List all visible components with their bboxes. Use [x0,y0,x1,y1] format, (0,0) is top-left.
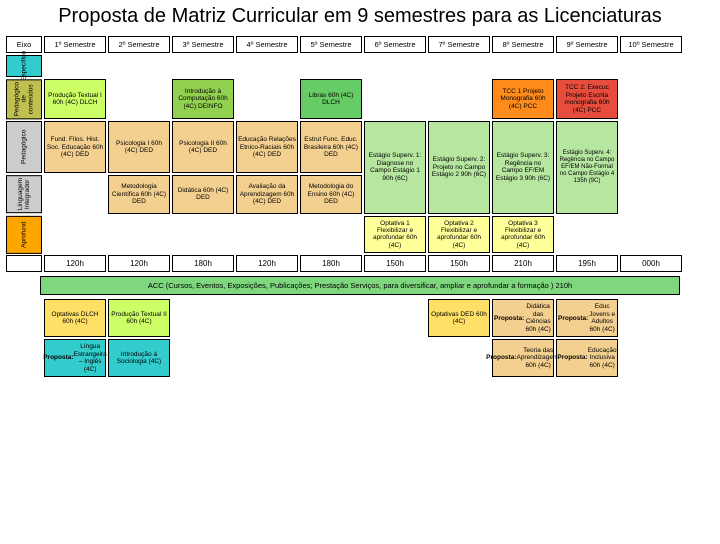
cell-r2s5: Libras 60h (4C) DLCH [300,79,362,119]
b1s7: Optativas DED 60h (4C) [428,299,490,337]
cell-r2s1: Produção Textual I 60h (4C) DLCH [44,79,106,119]
b2s1: Proposta:Língua Estrangeira – Inglês (4C… [44,339,106,377]
cell-r2s8: TCC 1 Projeto Monografia 60h (4C) PCC [492,79,554,119]
hdr-s2: 2º Semestre [108,36,170,53]
foot-6: 150h [364,255,426,272]
b2s1-text: Língua Estrangeira – Inglês (4C) [74,343,107,373]
b1s8-text: Didática das Ciências 60h (4C) [524,303,552,333]
b2s9: Proposta:Educação Inclusiva 60h (4C) [556,339,618,377]
hdr-s9: 9º Semestre [556,36,618,53]
row-especifico: Específico [6,55,42,77]
cell-r4s3: Didática 60h (4C) DED [172,175,234,213]
cell-r3s7: Estágio Superv. 2: Projeto no Campo Está… [428,121,490,213]
b2s1-label: Proposta: [43,354,73,361]
b2s8-text: Teoria das Aprendizagens 60h (4C) [516,347,559,369]
page-title: Proposta de Matriz Curricular em 9 semes… [0,4,720,28]
cell-r4s5: Metodologia do Ensino 60h (4C) DED [300,175,362,213]
row-aprofund: Aprofund [6,216,42,254]
b2s8-label: Proposta: [486,354,516,361]
hdr-s4: 4º Semestre [236,36,298,53]
cell-r3s9: Estágio Superv. 4: Regência no Campo EF/… [556,121,618,213]
b1s2: Produção Textual II 60h (4C) [108,299,170,337]
foot-8: 210h [492,255,554,272]
cell-r4s2: Metodologia Científica 60h (4C) DED [108,175,170,213]
hdr-s7: 7º Semestre [428,36,490,53]
hdr-s6: 6º Semestre [364,36,426,53]
foot-1: 120h [44,255,106,272]
cell-r4s4: Avaliação da Aprendizagem 60h (4C) DED [236,175,298,213]
foot-3: 180h [172,255,234,272]
b1s9-text: Educ Jovens e Adultos 60h (4C) [588,303,616,333]
hdr-s10: 10º Semestre [620,36,682,53]
b1s9-label: Proposta: [558,315,588,322]
b1s8: Proposta:Didática das Ciências 60h (4C) [492,299,554,337]
curriculum-grid: Eixo 1º Semestre 2º Semestre 3º Semestre… [0,36,720,272]
foot-0 [6,255,42,272]
hdr-s3: 3º Semestre [172,36,234,53]
foot-5: 180h [300,255,362,272]
cell-r5s6: Optativa 1 Flexibilizar e aprofundar 60h… [364,216,426,254]
foot-10: 000h [620,255,682,272]
foot-7: 150h [428,255,490,272]
cell-r5s8: Optativa 3 Flexibilizar e aprofundar 60h… [492,216,554,254]
foot-2: 120h [108,255,170,272]
b1s8-label: Proposta: [494,315,524,322]
cell-r3s3: Psicologia II 60h (4C) DED [172,121,234,173]
cell-r5s7: Optativa 2 Flexibilizar e aprofundar 60h… [428,216,490,254]
b2s2: Introdução à Sociologia (4C) [108,339,170,377]
foot-9: 195h [556,255,618,272]
row-pedagogico: Pedagógico [6,121,42,173]
b2s9-text: Educação Inclusiva 60h (4C) [588,347,617,369]
hdr-s1: 1º Semestre [44,36,106,53]
cell-r3s8: Estágio Superv. 3: Regência no Campo EF/… [492,121,554,213]
cell-r3s1: Fund. Filos. Hist. Soc. Educação 60h (4C… [44,121,106,173]
hdr-s8: 8º Semestre [492,36,554,53]
b1s9: Proposta:Educ Jovens e Adultos 60h (4C) [556,299,618,337]
b2s8: Proposta:Teoria das Aprendizagens 60h (4… [492,339,554,377]
b2s9-label: Proposta: [557,354,587,361]
cell-r2s9: TCC 2: Execuc Projeto Escrita monografia… [556,79,618,119]
bottom-grid: Optativas DLCH 60h (4C) Produção Textual… [0,299,720,377]
foot-4: 120h [236,255,298,272]
cell-r3s2: Psicologia I 60h (4C) DED [108,121,170,173]
cell-r3s6: Estágio Superv. 1: Diagnose no Campo Est… [364,121,426,213]
acc-bar: ACC (Cursos, Eventos, Exposições, Public… [40,276,680,295]
cell-r3s5: Estrut Func. Educ. Brasileira 60h (4C) D… [300,121,362,173]
row-ped-conteudos: Pedagógico de conteúdos [6,79,42,119]
cell-r2s3: Introdução à Computação 60h (4C) DEINFO [172,79,234,119]
hdr-s5: 5º Semestre [300,36,362,53]
cell-r3s4: Educação Relações Etnico-Raciais 60h (4C… [236,121,298,173]
b1s1: Optativas DLCH 60h (4C) [44,299,106,337]
row-linguagem: Linguagem Integrador [6,175,42,213]
